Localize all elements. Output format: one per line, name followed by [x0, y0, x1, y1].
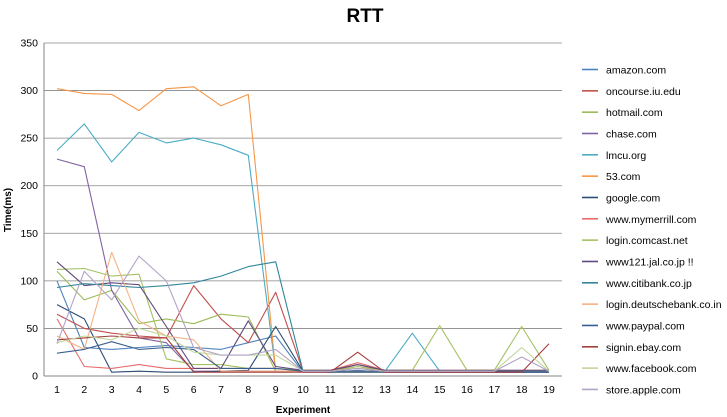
y-tick-label: 0 [32, 371, 38, 383]
x-tick-label: 1 [54, 384, 60, 396]
legend-entry-label: amazon.com [606, 65, 666, 77]
legend-entry-label: store.apple.com [606, 384, 681, 396]
x-tick-label: 15 [434, 384, 446, 396]
y-tick-label: 250 [20, 133, 38, 145]
series-line-7 [56, 304, 549, 373]
x-tick-label: 6 [191, 384, 197, 396]
x-axis-ticks: 1 2 3 4 5 6 7 8 9 10 11 12 13 14 15 16 17 18 19 [54, 384, 555, 396]
y-tick-label: 100 [20, 275, 38, 287]
legend: amazon.com oncourse.iu.edu hotmail.com chas… [582, 65, 722, 396]
legend-entry-label: 53.com [606, 171, 641, 183]
x-tick-label: 3 [109, 384, 115, 396]
legend-entry-label: oncourse.iu.edu [606, 86, 681, 98]
series-line-1 [56, 280, 549, 373]
y-tick-label: 200 [20, 180, 38, 192]
series-line-16 [56, 255, 550, 372]
x-tick-label: 19 [543, 384, 555, 396]
legend-entry-label: www.citibank.co.jp [605, 278, 692, 290]
legend-entry-label: login.deutschebank.co.in [606, 299, 722, 311]
x-tick-label: 4 [136, 384, 142, 396]
y-tick-label: 350 [20, 38, 38, 50]
x-tick-label: 8 [245, 384, 251, 396]
x-tick-label: 18 [516, 384, 528, 396]
x-tick-label: 2 [81, 384, 87, 396]
chart-title: RTT [347, 6, 384, 27]
y-tick-label: 300 [20, 85, 38, 97]
x-tick-label: 11 [325, 384, 336, 396]
x-tick-label: 7 [218, 384, 224, 396]
legend-entry-label: lmcu.org [606, 150, 646, 162]
legend-entry-label: google.com [606, 192, 661, 204]
series-line-5 [56, 123, 549, 372]
series-line-8 [56, 318, 549, 371]
series-line-4 [56, 158, 549, 372]
series-line-11 [56, 261, 549, 372]
y-tick-label: 50 [26, 323, 38, 335]
legend-entry-label: signin.ebay.com [606, 342, 681, 354]
x-tick-label: 14 [406, 384, 418, 396]
series-line-10 [56, 261, 549, 371]
x-tick-label: 12 [352, 384, 364, 396]
legend-entry-label: www.facebook.com [605, 363, 697, 375]
series-line-3 [56, 270, 549, 372]
y-tick-label: 150 [20, 228, 38, 240]
x-tick-label: 13 [379, 384, 391, 396]
legend-entry-label: www121.jal.co.jp !! [605, 256, 694, 268]
x-tick-label: 9 [273, 384, 279, 396]
x-tick-label: 5 [163, 384, 169, 396]
gridlines [44, 42, 562, 329]
legend-entry-label: login.comcast.net [606, 235, 688, 247]
legend-entry-label: chase.com [606, 128, 657, 140]
series-lines [56, 86, 550, 373]
x-tick-label: 17 [488, 384, 500, 396]
legend-entry-label: www.paypal.com [605, 320, 685, 332]
x-axis-title: Experiment [276, 405, 331, 416]
series-line-14 [56, 335, 550, 373]
x-tick-label: 10 [297, 384, 309, 396]
series-line-13 [56, 341, 549, 372]
legend-entry-label: www.mymerrill.com [605, 214, 697, 226]
y-axis-ticks: 0 50 100 150 200 250 300 350 [20, 38, 38, 383]
legend-entry-label: hotmail.com [606, 107, 663, 119]
x-tick-label: 16 [461, 384, 473, 396]
y-axis-title: Time(ms) [3, 188, 14, 232]
